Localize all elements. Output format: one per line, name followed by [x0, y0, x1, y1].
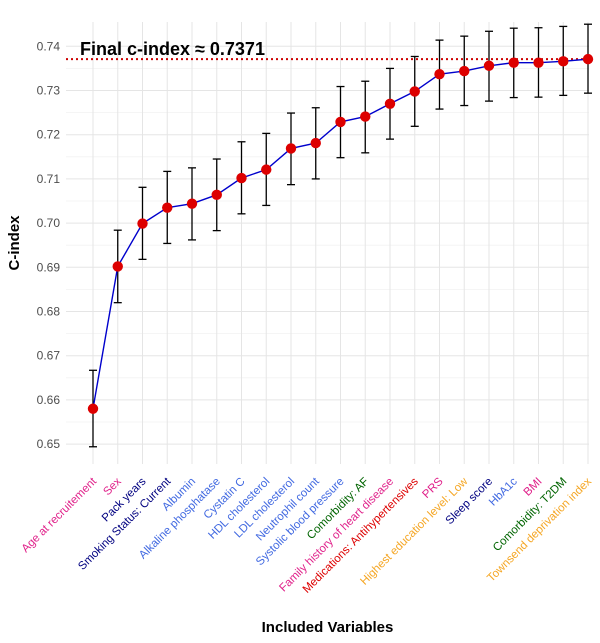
- data-point: [360, 111, 371, 122]
- data-point: [310, 137, 321, 149]
- data-point: [236, 172, 247, 184]
- data-point: [87, 403, 99, 414]
- data-point: [409, 86, 420, 97]
- final-c-index-annotation: Final c-index ≈ 0.7371: [80, 39, 265, 59]
- y-axis-title: C-index: [6, 215, 23, 271]
- y-tick-label: 0.70: [37, 216, 61, 230]
- y-tick-label: 0.74: [37, 39, 61, 53]
- data-point: [384, 98, 396, 109]
- data-points: [87, 53, 594, 414]
- data-point: [533, 57, 544, 68]
- data-point: [285, 143, 297, 154]
- data-point: [483, 60, 495, 71]
- data-point: [186, 198, 198, 209]
- y-tick-label: 0.69: [37, 260, 61, 274]
- data-point: [508, 57, 519, 68]
- data-point: [137, 218, 148, 229]
- grid-lines: [66, 22, 589, 464]
- y-tick-label: 0.67: [37, 349, 61, 363]
- y-tick-label: 0.68: [37, 305, 61, 319]
- y-tick-label: 0.71: [37, 172, 61, 186]
- data-point: [112, 261, 123, 272]
- data-point: [582, 53, 594, 65]
- y-tick-label: 0.66: [37, 393, 61, 407]
- data-point: [459, 65, 470, 77]
- data-point: [211, 189, 222, 201]
- y-axis: 0.65 0.66 0.67 0.68 0.69 0.70 0.71 0.72 0.73 0.74: [37, 39, 61, 451]
- y-tick-label: 0.73: [37, 84, 61, 98]
- y-tick-label: 0.72: [37, 128, 61, 142]
- data-point: [162, 202, 173, 213]
- x-tick-label: HbA1c: [487, 475, 520, 508]
- y-tick-label: 0.65: [37, 437, 61, 451]
- data-point: [434, 68, 445, 80]
- data-point: [261, 164, 272, 175]
- data-point: [335, 116, 346, 128]
- data-point: [558, 56, 569, 67]
- x-tick-label: Age at recruitement: [20, 475, 100, 555]
- x-axis-title: Included Variables: [262, 619, 394, 636]
